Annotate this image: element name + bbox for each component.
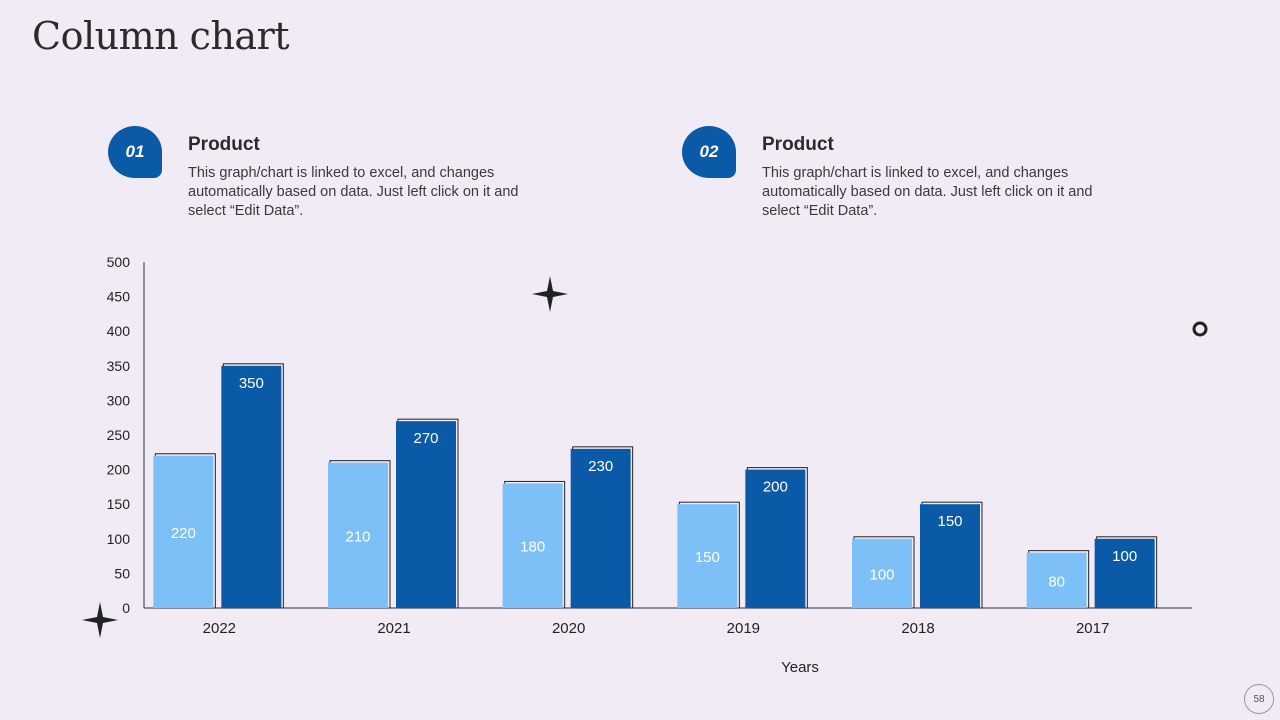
data-label: 80 <box>1048 573 1065 590</box>
sparkle-icon <box>532 276 568 312</box>
y-tick-label: 200 <box>107 462 131 478</box>
y-tick-label: 100 <box>107 531 131 547</box>
bar-1-2022 <box>153 455 214 608</box>
y-tick-label: 150 <box>107 496 131 512</box>
info-text-2: This graph/chart is linked to excel, and… <box>762 165 1093 219</box>
data-label: 100 <box>869 566 894 583</box>
x-axis-title: Years <box>781 659 819 676</box>
data-label: 270 <box>413 430 438 447</box>
bar-2-2020 <box>570 448 631 608</box>
slide-title: Column chart <box>32 14 290 58</box>
data-label: 100 <box>1112 548 1137 565</box>
y-tick-label: 50 <box>114 565 130 581</box>
data-label: 180 <box>520 539 545 556</box>
bar-1-2019 <box>677 504 738 608</box>
bar-1-2018 <box>852 538 912 608</box>
info-badge-2: 02 <box>682 126 736 178</box>
bar-2-2017 <box>1094 538 1155 608</box>
x-tick-label: 2022 <box>203 620 236 637</box>
info-heading-2: Product <box>762 134 834 155</box>
info-badge-1: 01 <box>108 126 162 178</box>
y-tick-label: 500 <box>107 254 131 270</box>
y-tick-label: 450 <box>107 289 131 305</box>
data-label: 230 <box>588 458 613 475</box>
y-tick-label: 400 <box>107 323 131 339</box>
x-tick-label: 2017 <box>1076 620 1109 637</box>
x-tick-label: 2019 <box>727 620 760 637</box>
bar-1-2017 <box>1026 552 1087 608</box>
data-label: 350 <box>239 375 264 392</box>
data-label: 150 <box>937 513 962 530</box>
y-tick-label: 0 <box>122 600 130 616</box>
info-text-1: This graph/chart is linked to excel, and… <box>188 165 519 219</box>
data-label: 200 <box>763 479 788 496</box>
y-tick-label: 300 <box>107 392 131 408</box>
bar-2-2022 <box>221 365 282 608</box>
bar-2-2018 <box>920 504 980 608</box>
y-tick-label: 250 <box>107 427 131 443</box>
ring-icon <box>1192 321 1208 337</box>
data-label: 210 <box>345 528 370 545</box>
sparkle-icon <box>82 602 118 638</box>
bar-1-2021 <box>328 462 388 608</box>
x-tick-label: 2018 <box>901 620 934 637</box>
x-tick-label: 2020 <box>552 620 585 637</box>
info-heading-1: Product <box>188 134 260 155</box>
y-tick-label: 350 <box>107 358 131 374</box>
page-number: 58 <box>1244 684 1274 714</box>
bar-1-2020 <box>502 483 563 608</box>
x-tick-label: 2021 <box>377 620 410 637</box>
bar-2-2021 <box>396 421 456 608</box>
data-label: 220 <box>171 525 196 542</box>
bar-2-2019 <box>745 469 806 608</box>
data-label: 150 <box>695 549 720 566</box>
